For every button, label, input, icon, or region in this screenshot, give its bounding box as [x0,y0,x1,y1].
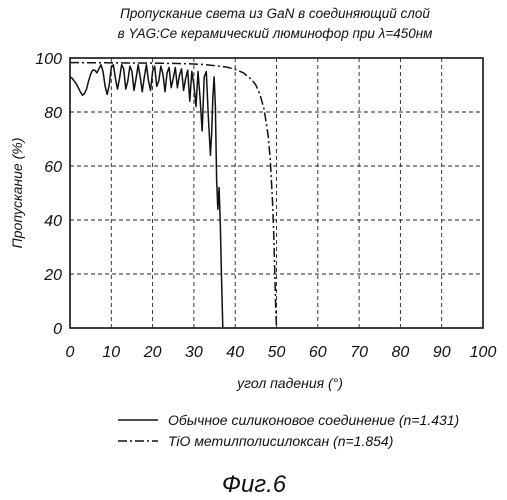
y-tick-label: 100 [35,51,62,68]
x-tick-label: 100 [470,344,497,361]
legend-label-series-2: TiO метилполисилоксан (n=1.854) [168,433,393,449]
x-tick-label: 70 [350,344,368,361]
x-tick-label: 60 [309,344,327,361]
chart-title-line-2: в YAG:Ce керамический люминофор при λ=45… [118,26,433,41]
chart-title-line-1: Пропускание света из GaN в соединяющий с… [120,6,430,21]
x-axis-label: угол падения (°) [236,375,343,391]
x-tick-label: 20 [143,344,162,361]
legend-label-series-1: Обычное силиконовое соединение (n=1.431) [168,412,459,428]
x-tick-label: 50 [268,344,286,361]
y-tick-label: 60 [44,159,62,176]
y-tick-label: 0 [53,321,62,338]
x-tick-label: 0 [66,344,75,361]
x-tick-label: 90 [433,344,451,361]
y-tick-label: 80 [44,105,62,122]
x-tick-label: 40 [226,344,244,361]
x-tick-label: 10 [102,344,120,361]
legend: Обычное силиконовое соединение (n=1.431)… [118,412,459,449]
y-axis-label: Пропускание (%) [9,138,25,249]
x-tick-label: 80 [392,344,410,361]
x-tick-label: 30 [185,344,203,361]
y-tick-label: 20 [43,267,62,284]
y-tick-label: 40 [44,213,62,230]
figure-caption: Фиг.6 [222,471,287,498]
